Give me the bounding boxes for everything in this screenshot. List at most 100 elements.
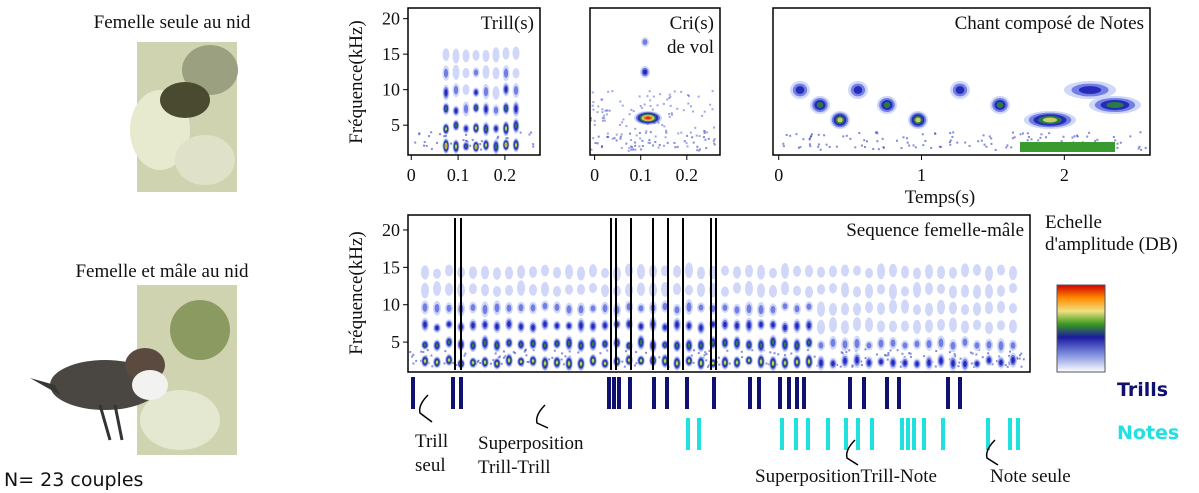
noise — [949, 143, 952, 146]
spectrogram-energy — [985, 321, 993, 335]
spectrogram-energy — [464, 126, 468, 131]
noise — [1026, 139, 1029, 142]
spectrogram-energy — [759, 342, 763, 349]
spectrogram-energy — [865, 268, 873, 279]
spectrogram-energy — [494, 144, 498, 150]
spectrogram-energy — [462, 49, 470, 63]
noise — [638, 145, 641, 148]
noise — [851, 364, 854, 367]
spectrogram-energy — [843, 357, 847, 365]
spectrogram-energy — [452, 64, 460, 80]
spectrogram-energy — [474, 106, 478, 110]
noise — [836, 363, 839, 366]
noise — [854, 146, 857, 149]
spectrogram-energy — [422, 303, 428, 312]
noise — [971, 352, 974, 355]
x-tick-label: 0 — [774, 165, 783, 185]
noise — [657, 146, 660, 149]
note-event — [1008, 418, 1012, 450]
noise — [863, 146, 866, 149]
noise — [669, 104, 672, 107]
spectrogram-energy — [877, 320, 885, 333]
x-axis-label: Temps(s) — [905, 187, 975, 208]
spectrogram-energy — [421, 282, 429, 299]
noise — [799, 146, 802, 149]
noise — [634, 144, 637, 147]
noise — [430, 148, 433, 151]
spectrogram-energy — [543, 321, 547, 327]
spectrogram-energy — [961, 263, 969, 278]
noise — [590, 148, 593, 151]
noise — [654, 141, 657, 144]
spectrogram-energy — [805, 286, 813, 298]
spectrogram-energy — [519, 342, 523, 347]
annotation: SuperpositionTrill-Note — [755, 466, 937, 487]
noise — [625, 142, 628, 145]
spectrogram-energy — [747, 359, 751, 362]
spectrogram-energy — [866, 342, 872, 349]
noise — [500, 362, 503, 365]
noise — [619, 137, 622, 140]
noise — [645, 130, 648, 133]
noise — [596, 111, 599, 114]
noise — [607, 135, 610, 138]
spectrogram-energy — [517, 280, 525, 296]
noise — [713, 126, 716, 129]
note-event — [844, 418, 848, 450]
spectrogram-energy — [841, 320, 849, 335]
noise — [1015, 356, 1018, 359]
noise — [443, 135, 446, 138]
spectrogram-energy — [853, 317, 861, 332]
spectrogram-energy — [577, 284, 585, 295]
spectrogram-energy — [435, 325, 439, 331]
noise — [686, 94, 689, 97]
spectrogram-energy — [565, 264, 573, 280]
spectrogram-energy — [841, 282, 849, 298]
noise — [825, 143, 828, 146]
annotation: seul — [415, 455, 446, 476]
spectrogram-energy — [853, 302, 861, 316]
noise — [627, 149, 630, 152]
spectrogram-energy — [642, 39, 648, 45]
spectrogram-energy — [455, 144, 457, 149]
noise — [412, 362, 415, 365]
spectrogram-energy — [757, 264, 765, 280]
spectrogram-energy — [553, 267, 561, 279]
noise — [1094, 139, 1097, 142]
noise — [665, 131, 668, 134]
spectrogram-energy — [637, 263, 645, 280]
spectrogram-energy — [795, 86, 805, 94]
panel-title: Chant composé de Notes — [955, 13, 1144, 34]
spectrogram-energy — [470, 304, 476, 311]
noise — [1076, 134, 1079, 137]
y-axis-label: Fréquence(kHz) — [346, 231, 367, 354]
noise — [996, 360, 999, 363]
spectrogram-energy — [745, 280, 753, 297]
noise — [703, 354, 706, 357]
spectrogram-energy — [879, 359, 883, 365]
panel-title: Trill(s) — [481, 13, 534, 34]
noise — [717, 356, 720, 359]
noise — [921, 133, 924, 136]
noise — [810, 133, 813, 136]
noise — [906, 141, 909, 144]
spectrogram-energy — [423, 343, 427, 347]
noise — [668, 97, 671, 100]
spectrogram-energy — [925, 264, 933, 280]
spectrogram-energy — [817, 301, 825, 317]
noise — [639, 104, 642, 107]
noise — [677, 132, 680, 135]
spectrogram-energy — [963, 360, 967, 368]
spectrogram-energy — [711, 340, 715, 345]
pointer-arrow — [845, 439, 859, 466]
y-tick-label: 10 — [382, 295, 400, 315]
spectrogram-energy — [484, 106, 488, 113]
spectrogram-energy — [464, 144, 468, 149]
spectrogram-energy — [506, 304, 512, 312]
spectrogram-energy — [435, 360, 439, 364]
y-tick-label: 10 — [382, 80, 400, 100]
noise — [671, 113, 674, 116]
x-tick-label: 0.1 — [629, 165, 652, 185]
spectrogram-energy — [890, 339, 896, 347]
noise — [641, 139, 644, 142]
